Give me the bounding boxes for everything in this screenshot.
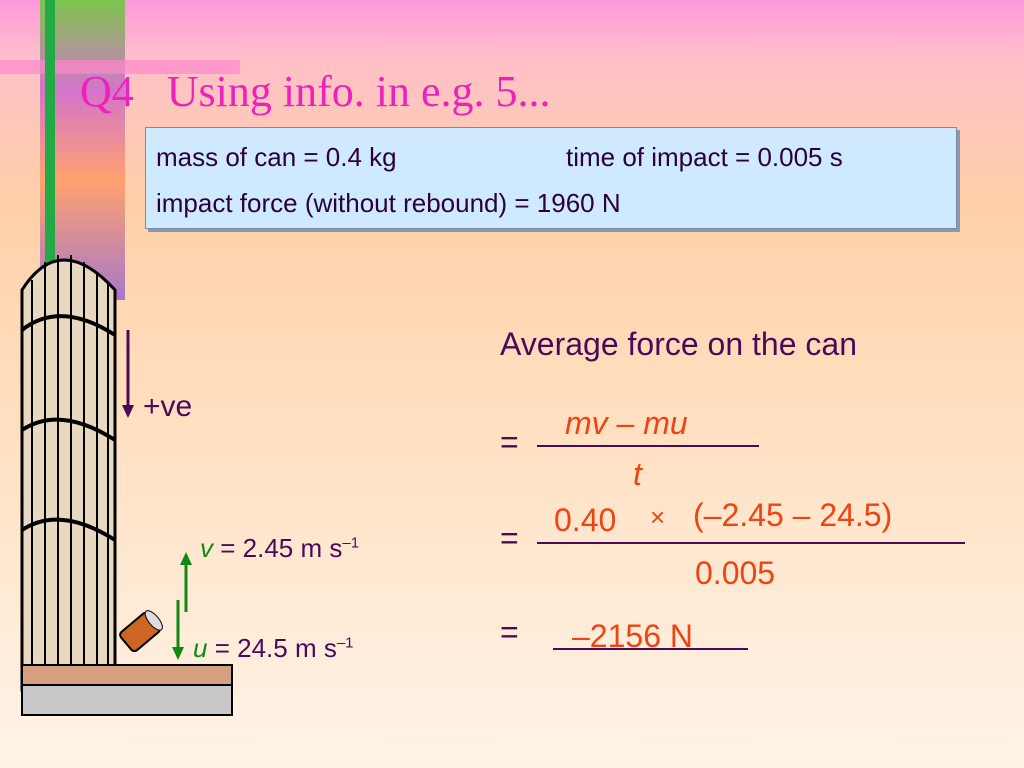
solution-heading: Average force on the can (500, 326, 857, 362)
equals-3: = (500, 614, 519, 650)
numerator-2: (–2.45 – 24.5) (693, 497, 893, 533)
u-symbol: u (193, 633, 208, 663)
given-time: time of impact = 0.005 s (566, 142, 843, 172)
direction-label: +ve (143, 390, 193, 423)
given-box: mass of can = 0.4 kg time of impact = 0.… (145, 127, 957, 229)
v-value: = 2.45 m s (220, 533, 343, 563)
v-label: v = 2.45 m s–1 (200, 533, 359, 564)
numerator-1: mv – mu (565, 405, 688, 441)
equals-2: = (500, 520, 519, 556)
u-value: = 24.5 m s (214, 633, 337, 663)
fraction-line-2 (537, 542, 965, 544)
denominator-2: 0.005 (695, 555, 776, 591)
v-symbol: v (200, 533, 213, 563)
result-underline (553, 648, 748, 650)
slide-title: Q4 Using info. in e.g. 5... (80, 67, 551, 116)
given-force: impact force (without rebound) = 1960 N (156, 188, 621, 218)
given-mass: mass of can = 0.4 kg (156, 142, 397, 172)
equals-1: = (500, 424, 519, 460)
u-label: u = 24.5 m s–1 (193, 633, 354, 664)
building-illustration (0, 0, 240, 716)
factor: 0.40 (554, 502, 617, 538)
u-exponent: –1 (336, 634, 354, 652)
times-sign: × (650, 502, 666, 532)
fraction-line-1 (537, 445, 759, 447)
v-exponent: –1 (342, 534, 360, 552)
denominator-1: t (633, 456, 642, 492)
